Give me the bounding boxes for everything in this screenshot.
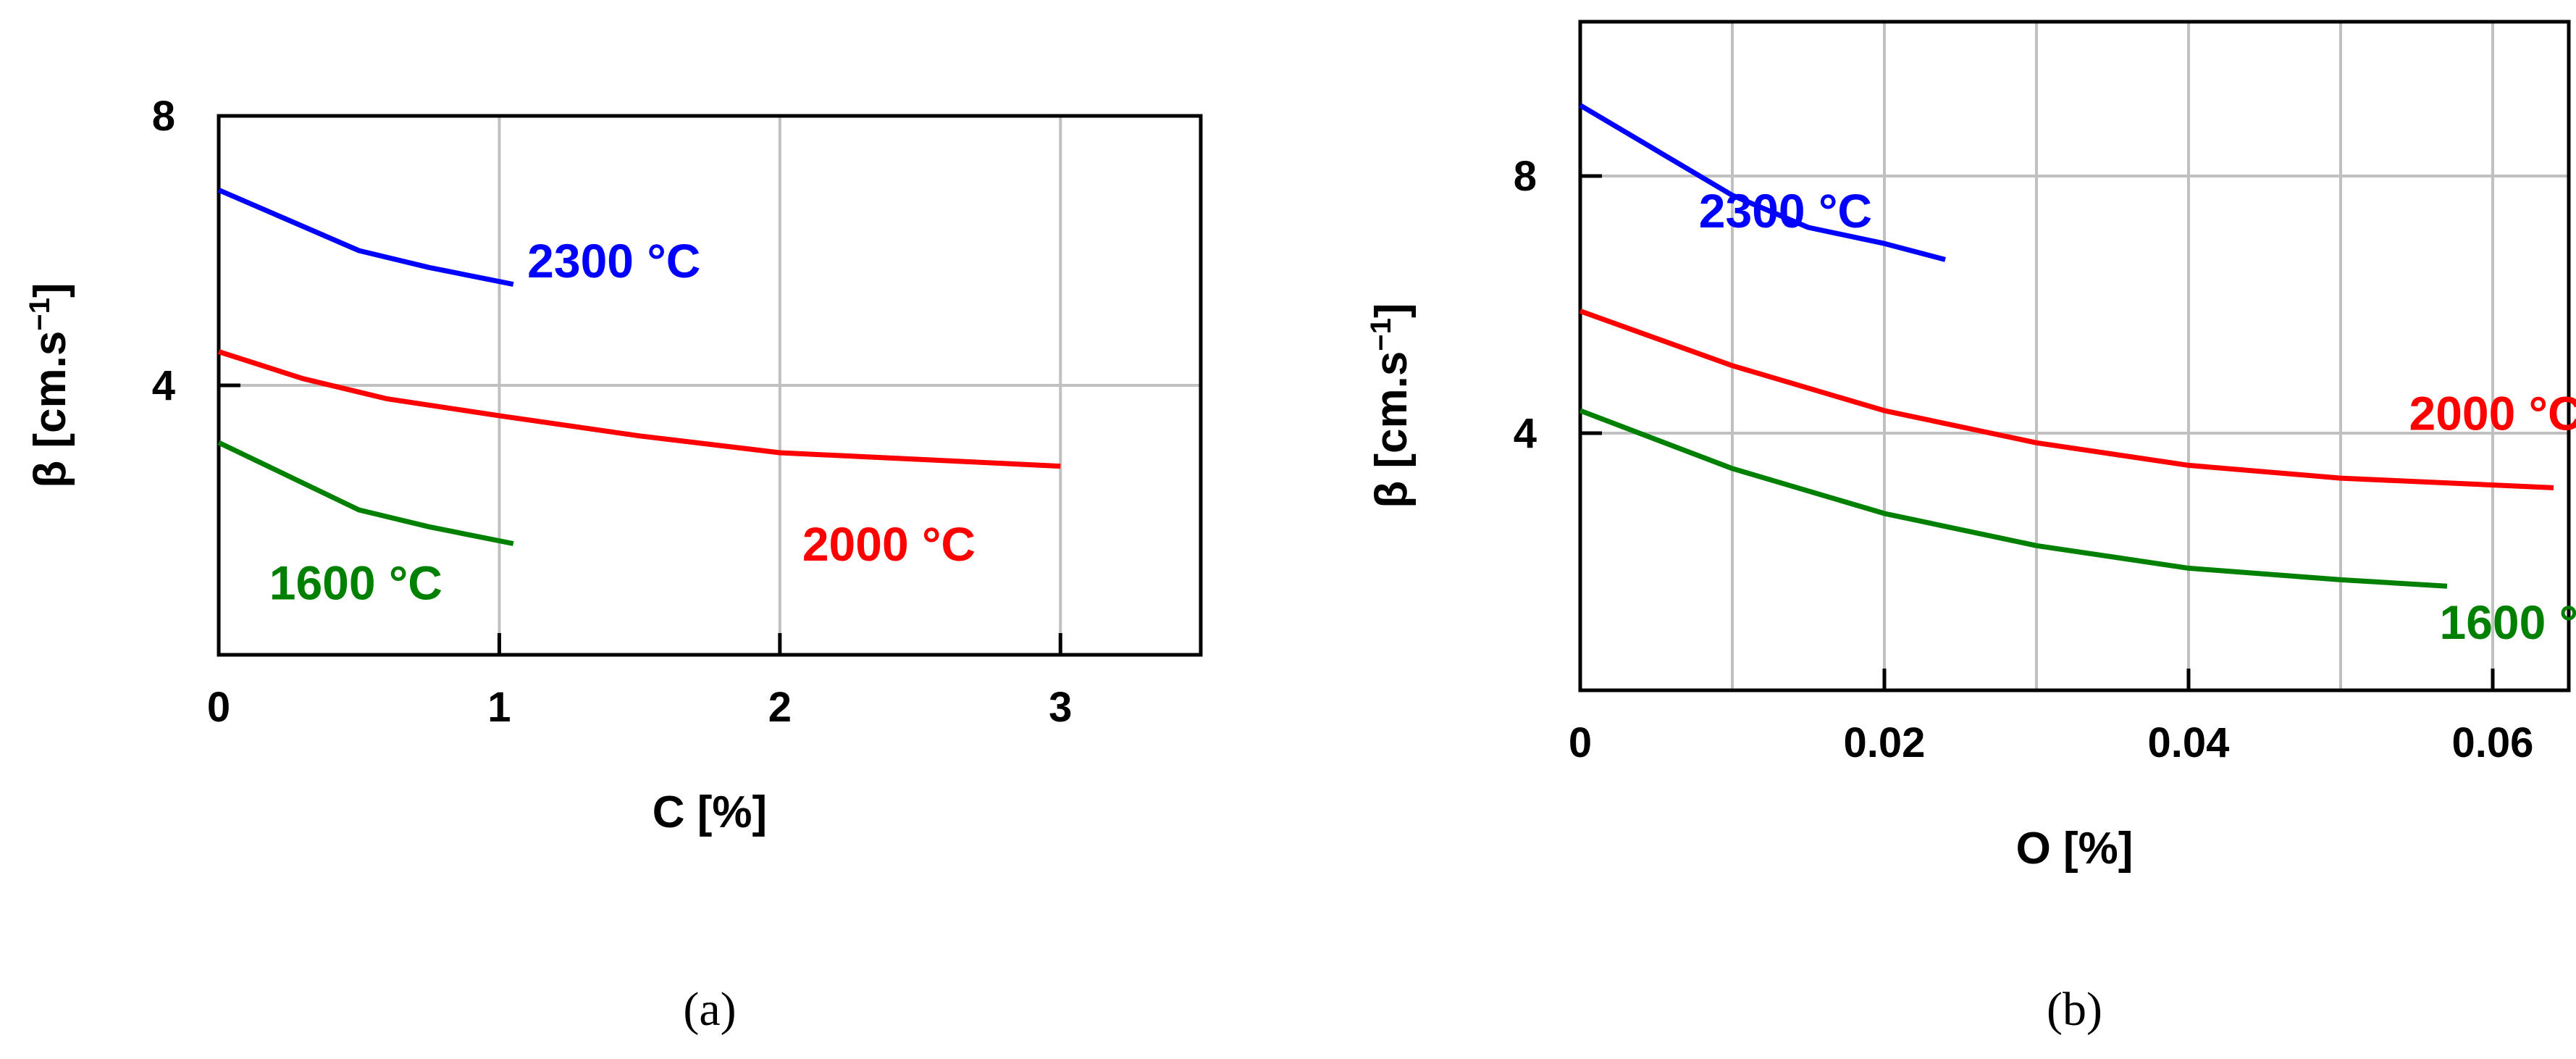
panel-b-x-tick-label: 0.06	[2452, 719, 2534, 766]
panel-b-y-axis-title: β [cm.s−1]	[1365, 303, 1417, 508]
panel-b-y-tick-label: 8	[1514, 153, 1537, 200]
panel-b-series-1600-label: 1600 °C	[2440, 595, 2576, 649]
panel-a-x-tick-label: 2	[768, 684, 792, 731]
panel-a-series-2000-line	[217, 349, 1061, 469]
panel-b-x-tick-label: 0.02	[1844, 719, 1926, 766]
panel-a-x-tick-label: 0	[207, 684, 230, 731]
panel-a-series-2300-label: 2300 °C	[527, 234, 700, 288]
panel-a-series-2300-line	[217, 188, 514, 287]
panel-a-series-2000-label: 2000 °C	[802, 517, 976, 571]
panel-b-series-2000-line	[1579, 309, 2554, 490]
panel-a-y-axis-title-exponent: −1	[24, 298, 56, 331]
panel-b-series-2300-label: 2300 °C	[1699, 184, 1872, 238]
panel-a-series-1600-label: 1600 °C	[269, 556, 442, 610]
panel-b-caption: (b)	[2047, 983, 2102, 1036]
panel-b-x-tick-label: 0.04	[2148, 719, 2230, 766]
panel-b-y-axis-title-main: β [cm.s	[1367, 351, 1417, 508]
panel-b-x-axis-title: O [%]	[2016, 824, 2134, 874]
panel-a-x-tick-label: 1	[487, 684, 511, 731]
panel-a-y-axis-title: β [cm.s−1]	[24, 282, 75, 487]
panel-b-plot-frame	[1578, 20, 2571, 692]
panel-a-chart: 0 1 2 3 4 8 C [%] β [cm.s−1] 2300 °C 2000 °C 1600 …	[24, 93, 1203, 1036]
panel-b-y-tick-label: 4	[1514, 410, 1537, 457]
panel-b-chart: 0 0.02 0.04 0.06 4 8 O [%] β [cm.s−1] 2300 °C 200…	[1365, 20, 2576, 1036]
panel-a-y-axis-title-main: β [cm.s	[25, 331, 75, 488]
panel-b-y-axis-title-exponent: −1	[1365, 318, 1397, 351]
panel-a-y-tick-label: 4	[152, 362, 175, 409]
panel-b-series-2000-label: 2000 °C	[2409, 387, 2576, 440]
panel-b-series-2300-line	[1579, 103, 1946, 262]
panel-a-series-1600-line	[217, 440, 514, 546]
panel-b-y-axis-title-close: ]	[1367, 303, 1417, 318]
panel-b-series-1600-line	[1579, 408, 2448, 589]
panel-a-caption: (a)	[683, 983, 736, 1036]
panel-a-x-axis-title: C [%]	[653, 787, 767, 837]
panel-b-x-tick-label: 0	[1569, 719, 1592, 766]
panel-a-y-axis-title-close: ]	[25, 282, 75, 298]
panel-a-x-tick-label: 3	[1049, 684, 1072, 731]
panel-a-y-tick-label: 8	[152, 93, 175, 140]
